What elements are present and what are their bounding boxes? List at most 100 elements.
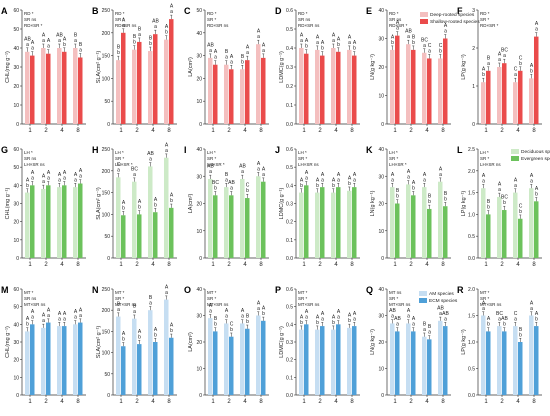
significance-upper: A (348, 313, 352, 319)
bar (443, 206, 448, 258)
significance-lower: a (246, 50, 249, 56)
stat-annotation: RD * (24, 11, 34, 16)
panel-letter: I (184, 145, 187, 155)
significance-lower: a (407, 314, 410, 320)
x-tick-label: 8 (532, 128, 536, 134)
bar (25, 192, 30, 258)
significance-upper: C (514, 311, 518, 317)
panel-letter: B (92, 6, 99, 16)
stat-annotation: MT * (298, 290, 308, 295)
significance-upper: B (225, 172, 229, 178)
bar (116, 177, 121, 258)
bar (256, 176, 261, 258)
bar (422, 336, 427, 395)
bar (256, 315, 261, 395)
bar (529, 78, 534, 124)
stat-annotation: MT * (115, 290, 125, 295)
significance-lower: a (214, 55, 217, 61)
stat-annotation: SR ns (24, 17, 37, 22)
significance-upper: B (79, 42, 83, 48)
bar (121, 346, 126, 395)
significance-lower: a (79, 174, 82, 180)
bar (534, 326, 539, 395)
bar (304, 324, 309, 395)
y-axis-label: LA(cm²) (188, 332, 194, 352)
significance-lower: a (514, 72, 517, 78)
bar (497, 67, 502, 124)
bar (518, 342, 523, 395)
y-tick-label: 0.4 (286, 46, 293, 52)
significance-lower: b (230, 327, 233, 333)
bar (148, 166, 153, 258)
legend-row-2: Deciduous speciesEvergreen species (511, 149, 550, 162)
significance-upper: C (117, 162, 121, 168)
panel-letter: H (92, 145, 99, 155)
y-tick-label: 10 (196, 367, 202, 373)
significance-lower: a (241, 314, 244, 320)
stat-annotation: RD×SR * (389, 23, 408, 28)
significance-lower: a (487, 61, 490, 67)
significance-upper: A (230, 54, 234, 60)
y-tick-label: 10 (378, 94, 384, 100)
significance-upper: C (246, 183, 250, 189)
significance-upper: A (353, 311, 357, 317)
y-tick-label: 40 (13, 183, 19, 189)
significance-upper: A (154, 197, 158, 203)
bar (486, 214, 491, 258)
y-tick-label: 40 (196, 31, 202, 37)
significance-upper: A (391, 172, 395, 178)
significance-lower: a (348, 40, 351, 46)
significance-upper: A (165, 142, 169, 148)
significance-upper: AB (147, 151, 154, 157)
significance-lower: a (262, 48, 265, 54)
significance-lower: b (26, 322, 29, 328)
bar (320, 187, 325, 258)
x-tick-label: 2 (409, 128, 413, 134)
bar (502, 63, 507, 124)
y-tick-label: 0.6 (286, 147, 293, 153)
significance-lower: a (209, 48, 212, 54)
significance-lower: a (117, 307, 120, 313)
significance-upper: B (133, 303, 137, 309)
x-tick-label: 8 (441, 399, 445, 405)
significance-lower: a (428, 330, 431, 336)
significance-upper: A (530, 300, 534, 306)
y-tick-label: 0.3 (286, 202, 293, 208)
significance-upper: A (482, 173, 486, 179)
significance-upper: A (79, 168, 83, 174)
significance-upper: B (117, 301, 121, 307)
significance-upper: A (26, 177, 30, 183)
x-tick-label: 1 (119, 399, 123, 405)
significance-lower: a (58, 177, 61, 183)
significance-lower: a (423, 43, 426, 49)
y-tick-label: 40 (378, 8, 384, 14)
significance-lower: a (58, 316, 61, 322)
significance-upper: A (262, 306, 266, 312)
x-tick-label: 2 (227, 128, 231, 134)
bar (224, 64, 229, 124)
significance-lower: a (225, 314, 228, 320)
bar (481, 188, 486, 258)
y-tick-label: 0.0 (286, 393, 293, 399)
significance-upper: A (257, 29, 261, 35)
significance-upper: A (165, 284, 169, 290)
bar (137, 214, 142, 258)
significance-lower: a (165, 290, 168, 296)
stat-annotation: SR * (298, 296, 308, 301)
bar (73, 187, 78, 258)
significance-upper: A (42, 313, 46, 319)
bar (132, 181, 137, 258)
y-tick-label: 0.2 (286, 84, 293, 90)
significance-lower: b (26, 183, 29, 189)
significance-lower: b (321, 46, 324, 52)
bar (73, 324, 78, 395)
significance-upper: A (138, 329, 142, 335)
bar (299, 192, 304, 258)
y-axis-label: SLA(cm² g⁻¹) (96, 187, 102, 220)
x-tick-label: 2 (409, 262, 413, 268)
significance-upper: AB (228, 180, 235, 186)
stat-annotation: RD * (389, 11, 399, 16)
y-tick-label: 0 (381, 122, 384, 128)
